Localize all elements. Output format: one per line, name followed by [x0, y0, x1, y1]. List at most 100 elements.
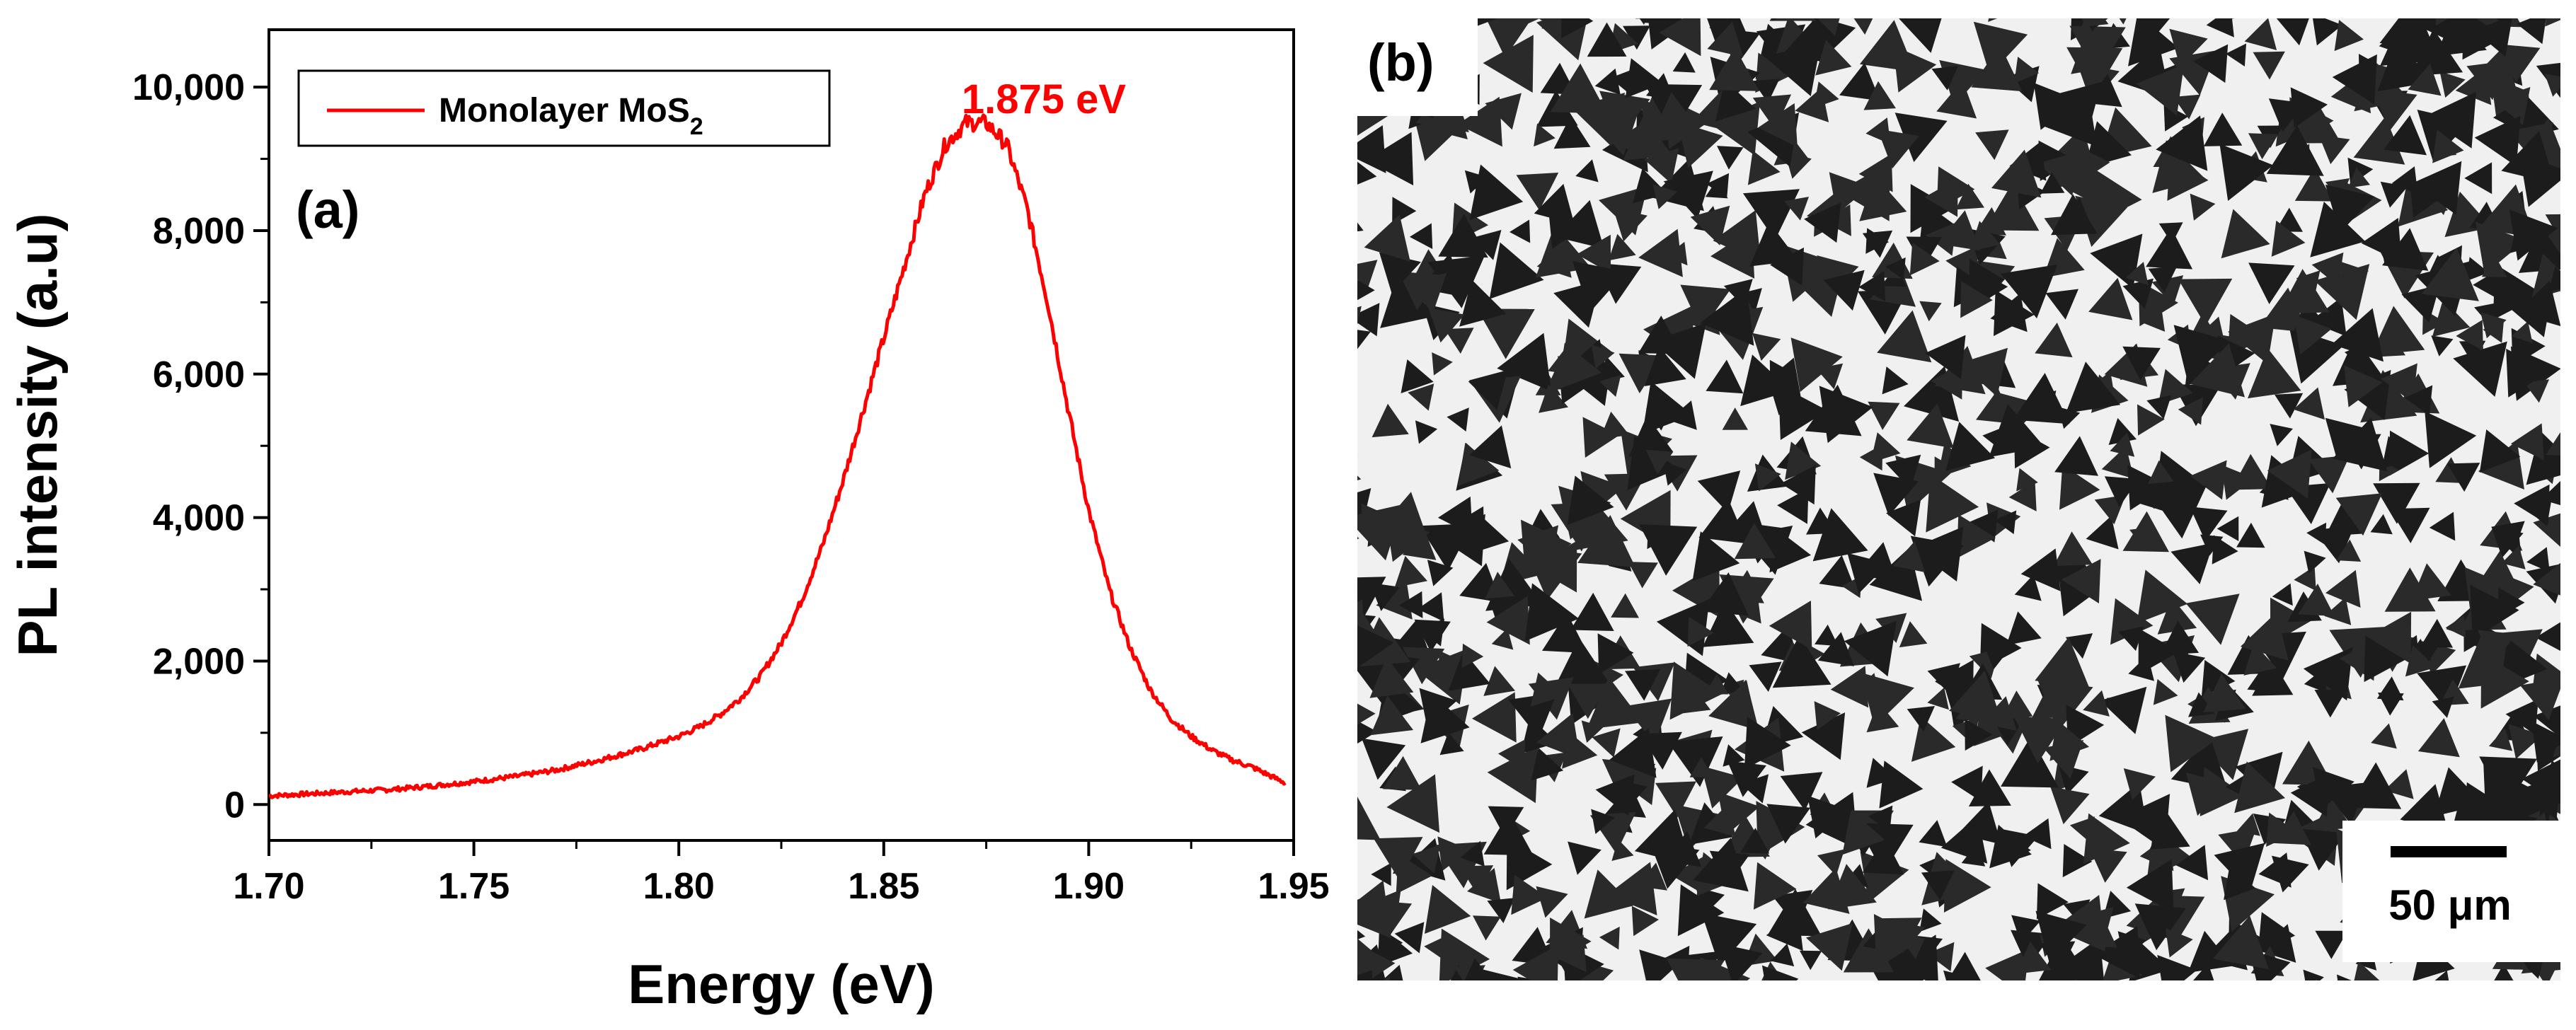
mos2-flake — [1771, 390, 1798, 415]
mos2-flake — [2167, 155, 2209, 201]
mos2-flake — [1677, 884, 1725, 937]
mos2-flake — [1868, 401, 1900, 430]
mos2-flake — [1575, 159, 1599, 183]
mos2-flake — [2146, 395, 2172, 419]
mos2-flake — [1817, 18, 1840, 36]
mos2-flake — [1473, 915, 1501, 941]
mos2-flake — [1758, 103, 1798, 147]
mos2-flake — [1823, 270, 1865, 311]
mos2-flake — [1948, 951, 1981, 980]
mos2-flake — [2008, 480, 2037, 511]
mos2-flake — [1396, 853, 1432, 894]
mos2-flake — [2062, 844, 2093, 878]
mos2-flake — [1639, 524, 1698, 576]
mos2-flake — [1357, 652, 1358, 654]
mos2-flake — [2523, 777, 2560, 818]
mos2-flake — [2275, 393, 2304, 419]
mos2-flake — [1511, 874, 1548, 915]
mos2-flake — [2206, 18, 2234, 37]
mos2-flake — [2570, 172, 2576, 197]
mos2-flake — [1667, 736, 1723, 787]
mos2-flake — [1790, 337, 1843, 393]
mos2-flake — [2410, 28, 2463, 76]
mos2-flake — [1468, 371, 1508, 410]
mos2-flake — [2553, 735, 2560, 758]
mos2-flake — [2476, 221, 2526, 274]
mos2-flake — [2122, 511, 2169, 552]
mos2-flake — [2166, 928, 2193, 958]
y-tick-label: 10,000 — [132, 67, 245, 108]
mos2-flake — [1801, 712, 1846, 760]
mos2-flake — [2052, 81, 2102, 132]
mos2-flake — [2136, 64, 2185, 116]
mos2-flake — [2563, 180, 2576, 209]
mos2-flake — [2086, 516, 2119, 550]
mos2-flake — [1631, 905, 1659, 937]
mos2-flake — [1357, 797, 1381, 840]
mos2-flake — [1663, 170, 1713, 219]
mos2-flake — [2165, 714, 2218, 772]
mos2-flake — [2156, 115, 2208, 171]
pl-spectrum-chart: 1.70 1.75 1.80 1.85 1.90 1.95 0 2,000 4,000 6,00… — [6, 28, 1330, 1015]
mos2-flake — [1702, 600, 1754, 647]
mos2-flake — [2088, 277, 2133, 320]
mos2-flake — [2236, 813, 2260, 836]
mos2-flake — [1447, 407, 1469, 432]
mos2-flake — [2417, 642, 2441, 662]
mos2-flake — [2545, 18, 2560, 27]
mos2-flake — [2432, 299, 2471, 337]
mos2-flake — [1863, 81, 1896, 110]
mos2-flake — [2434, 970, 2449, 980]
mos2-flake — [2364, 635, 2405, 683]
mos2-flake — [1516, 173, 1559, 211]
mos2-flake — [2373, 482, 2420, 524]
mos2-flake — [1844, 620, 1897, 677]
mos2-flake — [1771, 943, 1795, 967]
y-tick-label: 0 — [224, 785, 245, 826]
mos2-flake — [1815, 624, 1839, 647]
mos2-flake — [1740, 774, 1769, 804]
mos2-flake — [2219, 144, 2274, 201]
mos2-flake — [2045, 289, 2078, 320]
mos2-flake — [1772, 18, 1777, 21]
mos2-flake — [2158, 222, 2183, 244]
mos2-flake — [1568, 683, 1609, 719]
mos2-flake — [2488, 728, 2513, 751]
mos2-flake — [1512, 944, 1558, 980]
mos2-flake — [2493, 87, 2531, 126]
mos2-flake — [1984, 183, 2040, 231]
scale-bar-box — [2342, 821, 2560, 962]
mos2-flake — [2110, 432, 2135, 457]
mos2-flake — [1814, 701, 1841, 731]
mos2-flake — [1858, 270, 1886, 301]
mos2-flake — [1550, 918, 1592, 966]
mos2-flake — [2006, 834, 2031, 863]
mos2-flake — [1386, 515, 1430, 562]
mos2-flake — [2272, 855, 2309, 893]
mos2-flake — [2517, 18, 2546, 45]
mos2-flake — [2214, 843, 2265, 893]
mos2-flake — [1427, 560, 1454, 586]
plot-frame — [268, 28, 1295, 842]
mos2-flake — [2078, 146, 2110, 182]
mos2-flake — [2533, 513, 2560, 547]
mos2-flake — [2318, 134, 2350, 165]
mos2-flake — [1642, 381, 1693, 434]
mos2-flake — [2141, 307, 2166, 332]
mos2-flake — [1919, 820, 1948, 847]
mos2-flake — [1485, 572, 1515, 599]
mos2-flake — [1927, 687, 1949, 710]
mos2-flake — [1701, 572, 1749, 616]
mos2-flake — [2016, 468, 2038, 492]
mos2-flake — [1508, 693, 1558, 739]
mos2-flake — [1753, 862, 1797, 910]
mos2-flake — [2456, 320, 2483, 351]
mos2-flake — [1553, 116, 1591, 149]
mos2-flake — [1382, 964, 1403, 980]
mos2-flake — [1894, 112, 1948, 163]
mos2-flake — [1710, 229, 1755, 279]
mos2-flake — [1839, 62, 1880, 101]
mos2-flake — [2332, 417, 2388, 472]
mos2-flake — [1357, 625, 1394, 669]
